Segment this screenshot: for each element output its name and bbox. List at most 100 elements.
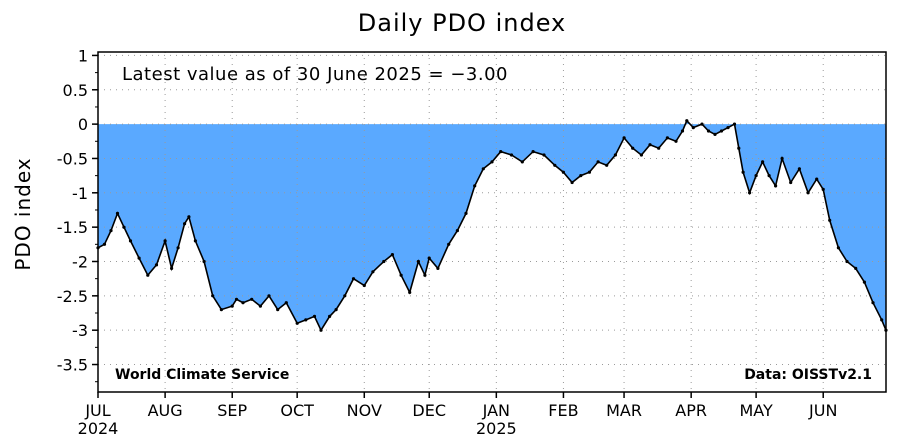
pdo-data-point: [499, 150, 503, 154]
plot-frame: [97, 51, 887, 393]
pdo-data-point: [828, 218, 832, 222]
pdo-data-point: [509, 153, 514, 157]
pdo-data-point: [170, 266, 174, 270]
pdo-data-point: [390, 253, 394, 257]
y-tick-label: -2: [72, 252, 88, 271]
x-tick-label: JAN: [482, 401, 510, 420]
pdo-data-point: [362, 283, 366, 288]
pdo-data-point: [187, 215, 191, 219]
y-tick-label: -3: [72, 321, 88, 340]
y-axis-label: PDO index: [11, 157, 35, 270]
pdo-series-line: [97, 119, 887, 332]
pdo-data-point: [343, 294, 347, 298]
pdo-data-point: [328, 314, 332, 318]
y-tick-label: 0.5: [63, 81, 88, 100]
pdo-data-point: [737, 146, 741, 150]
pdo-data-point: [202, 259, 206, 264]
x-year-label: 2024: [78, 419, 119, 438]
pdo-data-point: [154, 263, 159, 267]
pdo-data-point: [137, 256, 141, 260]
line-layer: [96, 119, 888, 332]
pdo-data-point: [542, 153, 546, 157]
pdo-data-point: [605, 163, 609, 167]
pdo-data-point: [427, 256, 431, 260]
pdo-data-point: [304, 318, 308, 322]
pdo-data-point: [680, 129, 685, 133]
pdo-data-point: [639, 153, 644, 157]
axes-layer: [97, 51, 887, 393]
x-year-label: 2025: [476, 419, 517, 438]
pdo-data-point: [408, 290, 412, 294]
pdo-data-point: [436, 266, 440, 270]
pdo-data-point: [780, 156, 784, 161]
pdo-data-point: [836, 246, 841, 250]
pdo-data-point: [741, 170, 745, 174]
pdo-data-point: [464, 211, 468, 215]
x-tick-label: AUG: [148, 401, 183, 420]
pdo-data-point: [241, 301, 245, 305]
pdo-data-point: [276, 308, 280, 312]
pdo-data-point: [146, 273, 150, 277]
pdo-data-point: [312, 314, 317, 318]
pdo-data-point: [700, 122, 704, 126]
pdo-data-point: [122, 225, 126, 229]
x-tick-label: MAR: [606, 401, 642, 420]
pdo-data-point: [657, 146, 661, 150]
pdo-data-point: [250, 297, 254, 301]
pdo-data-point: [685, 119, 689, 123]
pdo-data-point: [481, 167, 485, 171]
pdo-data-point: [351, 277, 356, 281]
tick-layer: 1 0.5 0 -0.5 -1 -1.5 -2 -2.5 -3 -3.5 JUL AUG SEP OCT N…: [57, 46, 838, 438]
pdo-data-point: [128, 239, 133, 243]
x-tick-label: NOV: [347, 401, 382, 420]
pdo-data-point: [570, 180, 574, 185]
y-tick-label: -0.5: [57, 149, 88, 168]
pdo-data-point: [102, 242, 107, 246]
pdo-data-point: [622, 136, 626, 140]
pdo-data-point: [789, 180, 793, 185]
x-tick-label: JUL: [84, 401, 110, 420]
pdo-data-point: [399, 273, 403, 277]
pdo-data-point: [767, 174, 771, 178]
pdo-data-point: [845, 259, 849, 264]
x-tick-label: JUN: [808, 401, 837, 420]
pdo-data-point: [284, 301, 288, 305]
pdo-data-point: [234, 297, 239, 301]
pdo-data-point: [258, 304, 262, 308]
pdo-data-point: [230, 304, 234, 308]
pdo-data-point: [423, 273, 427, 277]
credit-left: World Climate Service: [115, 367, 289, 383]
pdo-area-fill: [98, 120, 886, 331]
pdo-data-point: [719, 129, 724, 133]
pdo-data-point: [579, 174, 583, 178]
pdo-data-point: [596, 160, 600, 164]
pdo-data-point: [774, 184, 778, 188]
pdo-data-point: [371, 270, 375, 274]
y-tick-label: -1.5: [57, 218, 88, 237]
pdo-data-point: [531, 150, 535, 154]
pdo-data-point: [490, 160, 494, 164]
pdo-data-point: [862, 280, 867, 284]
pdo-data-point: [754, 174, 758, 178]
pdo-data-point: [553, 163, 557, 167]
x-tick-label: APR: [675, 401, 707, 420]
pdo-data-point: [815, 177, 819, 181]
pdo-data-point: [176, 246, 180, 250]
pdo-data-point: [211, 294, 215, 298]
pdo-data-point: [706, 129, 711, 133]
y-tick-label: -1: [72, 184, 88, 203]
pdo-data-point: [193, 239, 197, 243]
pdo-data-point: [821, 187, 825, 191]
x-tick-label: OCT: [280, 401, 314, 420]
pdo-data-point: [806, 191, 810, 195]
pdo-data-point: [587, 170, 592, 174]
pdo-data-point: [674, 139, 678, 143]
pdo-data-point: [631, 146, 635, 150]
pdo-data-point: [871, 301, 875, 305]
credit-right: Data: OISSTv2.1: [744, 367, 872, 383]
pdo-data-point: [732, 122, 737, 126]
pdo-data-point: [473, 184, 477, 188]
pdo-data-point: [416, 259, 420, 264]
pdo-data-point: [613, 153, 618, 157]
pdo-data-point: [183, 222, 187, 226]
